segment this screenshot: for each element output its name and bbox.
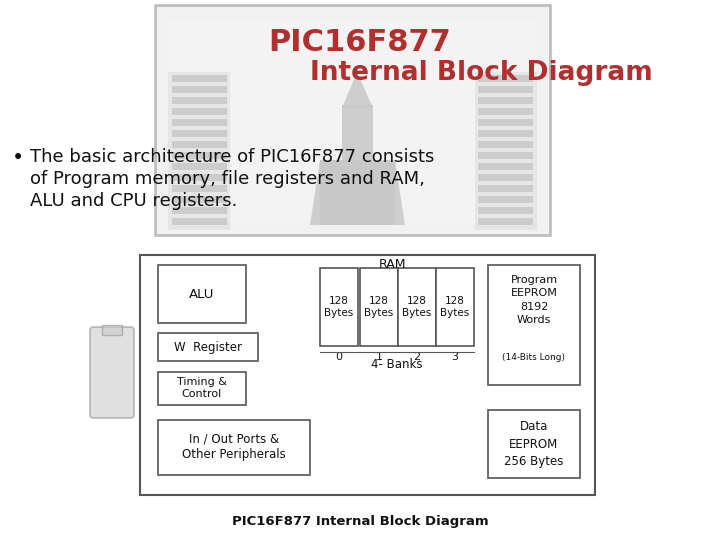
- Text: Program
EEPROM
8192
Words: Program EEPROM 8192 Words: [510, 275, 557, 325]
- Bar: [172, 185, 227, 192]
- Text: RAM: RAM: [378, 258, 406, 271]
- Bar: [158, 333, 258, 361]
- Bar: [478, 141, 533, 148]
- Bar: [320, 160, 395, 225]
- Bar: [478, 75, 533, 82]
- Bar: [172, 207, 227, 214]
- Bar: [158, 372, 246, 405]
- Bar: [436, 268, 474, 346]
- Text: 128
Bytes: 128 Bytes: [402, 296, 431, 318]
- Bar: [478, 207, 533, 214]
- Bar: [158, 265, 246, 323]
- Bar: [172, 174, 227, 181]
- Text: 128
Bytes: 128 Bytes: [325, 296, 354, 318]
- Text: ALU: ALU: [189, 287, 215, 300]
- Text: 3: 3: [451, 352, 459, 362]
- Text: 1: 1: [376, 352, 382, 362]
- Bar: [172, 218, 227, 225]
- Text: PIC16F877: PIC16F877: [269, 28, 451, 57]
- Bar: [478, 152, 533, 159]
- Text: Timing &
Control: Timing & Control: [177, 377, 227, 399]
- Bar: [320, 268, 358, 346]
- Polygon shape: [310, 160, 405, 225]
- Text: ALU and CPU registers.: ALU and CPU registers.: [30, 192, 238, 210]
- Bar: [478, 218, 533, 225]
- Bar: [168, 72, 230, 230]
- Bar: [478, 174, 533, 181]
- Bar: [478, 86, 533, 93]
- Bar: [478, 196, 533, 203]
- Text: Data
EEPROM
256 Bytes: Data EEPROM 256 Bytes: [504, 421, 564, 468]
- FancyBboxPatch shape: [90, 327, 134, 418]
- Text: The basic architecture of PIC16F877 consists: The basic architecture of PIC16F877 cons…: [30, 148, 434, 166]
- Bar: [172, 130, 227, 137]
- Bar: [398, 268, 436, 346]
- Bar: [158, 420, 310, 475]
- Bar: [488, 410, 580, 478]
- Text: •: •: [12, 148, 24, 168]
- Bar: [488, 265, 580, 385]
- Bar: [478, 185, 533, 192]
- Bar: [140, 255, 595, 495]
- Text: 128
Bytes: 128 Bytes: [441, 296, 469, 318]
- Bar: [360, 268, 398, 346]
- Polygon shape: [342, 72, 373, 108]
- Bar: [478, 108, 533, 115]
- Text: 2: 2: [413, 352, 420, 362]
- Text: In / Out Ports &
Other Peripherals: In / Out Ports & Other Peripherals: [182, 433, 286, 461]
- Bar: [172, 75, 227, 82]
- Text: of Program memory, file registers and RAM,: of Program memory, file registers and RA…: [30, 170, 425, 188]
- Bar: [478, 130, 533, 137]
- Text: Internal Block Diagram: Internal Block Diagram: [310, 60, 653, 86]
- Bar: [342, 105, 373, 165]
- Bar: [168, 18, 537, 223]
- Bar: [172, 97, 227, 104]
- Text: 0: 0: [336, 352, 343, 362]
- Bar: [475, 72, 537, 230]
- Bar: [172, 196, 227, 203]
- Bar: [172, 119, 227, 126]
- Bar: [102, 325, 122, 335]
- Bar: [478, 119, 533, 126]
- Text: W  Register: W Register: [174, 341, 242, 354]
- Bar: [172, 163, 227, 170]
- Text: 128
Bytes: 128 Bytes: [364, 296, 394, 318]
- Bar: [172, 141, 227, 148]
- Bar: [155, 5, 550, 235]
- Bar: [172, 108, 227, 115]
- Text: (14-Bits Long): (14-Bits Long): [503, 354, 565, 362]
- Text: PIC16F877 Internal Block Diagram: PIC16F877 Internal Block Diagram: [232, 516, 488, 529]
- Bar: [172, 152, 227, 159]
- Bar: [478, 97, 533, 104]
- Text: 4- Banks: 4- Banks: [372, 358, 423, 371]
- Bar: [478, 163, 533, 170]
- Bar: [172, 86, 227, 93]
